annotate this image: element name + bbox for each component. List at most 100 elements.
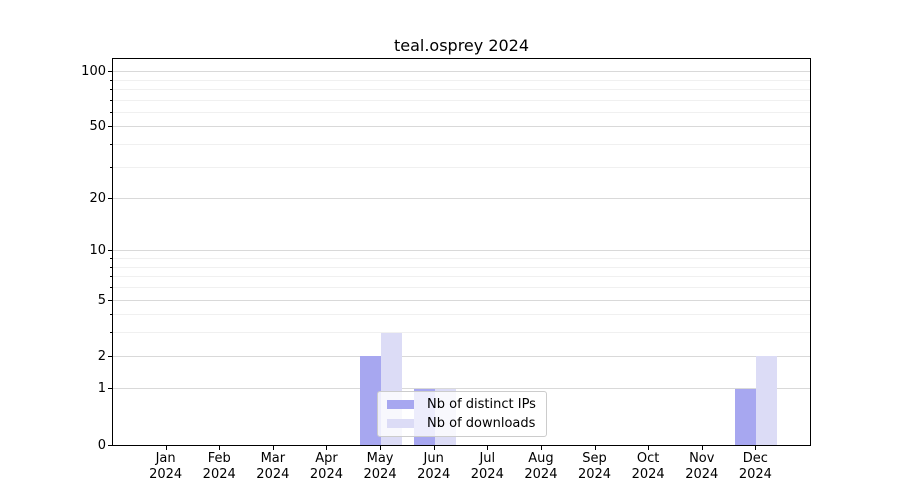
- y-minor-tick-60: [110, 111, 112, 113]
- x-month-label: Feb: [207, 451, 231, 466]
- x-month-label: Jun: [423, 451, 444, 466]
- y-minor-tick-40: [110, 144, 112, 146]
- bar-nb-of-downloads-dec: [756, 356, 778, 445]
- x-tick-jan: [165, 446, 167, 450]
- bar-nb-of-distinct-ips-may: [360, 356, 382, 445]
- y-tick-50: [108, 126, 112, 128]
- x-tick-mar: [272, 446, 274, 450]
- y-minor-tick-8: [110, 266, 112, 268]
- tick-label-y-0: 0: [97, 437, 106, 453]
- gridline-minor-60: [113, 111, 810, 113]
- legend-item-distinct-ips: Nb of distinct IPs: [387, 395, 537, 414]
- chart-title: teal.osprey 2024: [393, 36, 530, 55]
- x-month-label: Apr: [315, 451, 338, 466]
- gridline-minor-3: [113, 332, 810, 334]
- x-tick-jul: [487, 446, 489, 450]
- gridline-major-5: [113, 299, 810, 301]
- legend-swatch-distinct-ips-icon: [387, 400, 414, 409]
- y-minor-tick-9: [110, 258, 112, 260]
- x-tick-sep: [594, 446, 596, 450]
- gridline-minor-9: [113, 258, 810, 260]
- y-minor-tick-30: [110, 166, 112, 168]
- x-month-label: Oct: [636, 451, 660, 466]
- y-tick-2: [108, 355, 112, 357]
- gridline-minor-70: [113, 99, 810, 101]
- x-tick-dec: [755, 446, 757, 450]
- gridline-minor-40: [113, 144, 810, 146]
- y-minor-tick-3: [110, 332, 112, 334]
- tick-label-y-10: 10: [89, 243, 106, 259]
- x-year-label: 2024: [524, 467, 558, 482]
- y-minor-tick-6: [110, 287, 112, 289]
- x-month-label: Sep: [582, 451, 607, 466]
- gridline-minor-8: [113, 266, 810, 268]
- x-year-label: 2024: [363, 467, 397, 482]
- x-year-label: 2024: [417, 467, 451, 482]
- x-month-label: May: [366, 451, 394, 466]
- tick-label-y-5: 5: [97, 292, 106, 308]
- tick-label-y-2: 2: [97, 348, 106, 364]
- tick-label-y-20: 20: [89, 191, 106, 207]
- gridline-major-10: [113, 250, 810, 252]
- legend-label-distinct-ips: Nb of distinct IPs: [427, 397, 536, 412]
- y-minor-tick-4: [110, 314, 112, 316]
- tick-label-x-jun: Jun 2024: [404, 451, 464, 483]
- gridline-minor-4: [113, 314, 810, 316]
- tick-label-x-feb: Feb 2024: [189, 451, 249, 483]
- x-year-label: 2024: [309, 467, 343, 482]
- x-year-label: 2024: [738, 467, 772, 482]
- x-tick-apr: [326, 446, 328, 450]
- tick-label-x-jul: Jul 2024: [457, 451, 517, 483]
- x-year-label: 2024: [470, 467, 504, 482]
- legend: Nb of distinct IPs Nb of downloads: [377, 391, 547, 437]
- x-tick-aug: [540, 446, 542, 450]
- tick-label-x-sep: Sep 2024: [565, 451, 625, 483]
- x-tick-feb: [219, 446, 221, 450]
- y-minor-tick-90: [110, 79, 112, 81]
- x-tick-nov: [701, 446, 703, 450]
- tick-label-y-50: 50: [89, 119, 106, 135]
- gridline-major-20: [113, 198, 810, 200]
- tick-label-x-nov: Nov 2024: [672, 451, 732, 483]
- y-tick-1: [108, 388, 112, 390]
- x-tick-may: [380, 446, 382, 450]
- y-tick-100: [108, 71, 112, 73]
- tick-label-x-jan: Jan 2024: [136, 451, 196, 483]
- x-year-label: 2024: [577, 467, 612, 482]
- tick-label-x-dec: Dec 2024: [725, 451, 785, 483]
- bar-nb-of-distinct-ips-dec: [735, 388, 757, 445]
- gridline-minor-90: [113, 79, 810, 81]
- y-tick-5: [108, 299, 112, 301]
- y-minor-tick-80: [110, 88, 112, 90]
- y-tick-10: [108, 250, 112, 252]
- gridline-minor-7: [113, 276, 810, 278]
- tick-label-x-apr: Apr 2024: [296, 451, 356, 483]
- x-month-label: Nov: [689, 451, 715, 466]
- x-month-label: Aug: [528, 451, 554, 466]
- plot-area: [112, 58, 811, 446]
- tick-label-x-mar: Mar 2024: [243, 451, 303, 483]
- tick-label-x-oct: Oct 2024: [618, 451, 678, 483]
- x-year-label: 2024: [149, 467, 183, 482]
- legend-label-downloads: Nb of downloads: [427, 416, 536, 431]
- x-year-label: 2024: [256, 467, 290, 482]
- gridline-major-2: [113, 355, 810, 357]
- x-tick-oct: [648, 446, 650, 450]
- y-tick-20: [108, 198, 112, 200]
- gridline-minor-30: [113, 166, 810, 168]
- legend-item-downloads: Nb of downloads: [387, 414, 537, 433]
- gridline-minor-80: [113, 88, 810, 90]
- x-month-label: Mar: [260, 451, 286, 466]
- x-tick-jun: [433, 446, 435, 450]
- x-year-label: 2024: [202, 467, 236, 482]
- tick-label-x-aug: Aug 2024: [511, 451, 571, 483]
- gridline-major-100: [113, 71, 810, 73]
- y-minor-tick-70: [110, 99, 112, 101]
- y-tick-0: [108, 444, 112, 446]
- x-year-label: 2024: [631, 467, 665, 482]
- tick-label-x-may: May 2024: [350, 451, 410, 483]
- gridline-major-50: [113, 126, 810, 128]
- legend-swatch-downloads-icon: [387, 419, 414, 428]
- x-year-label: 2024: [685, 467, 719, 482]
- gridline-minor-6: [113, 287, 810, 289]
